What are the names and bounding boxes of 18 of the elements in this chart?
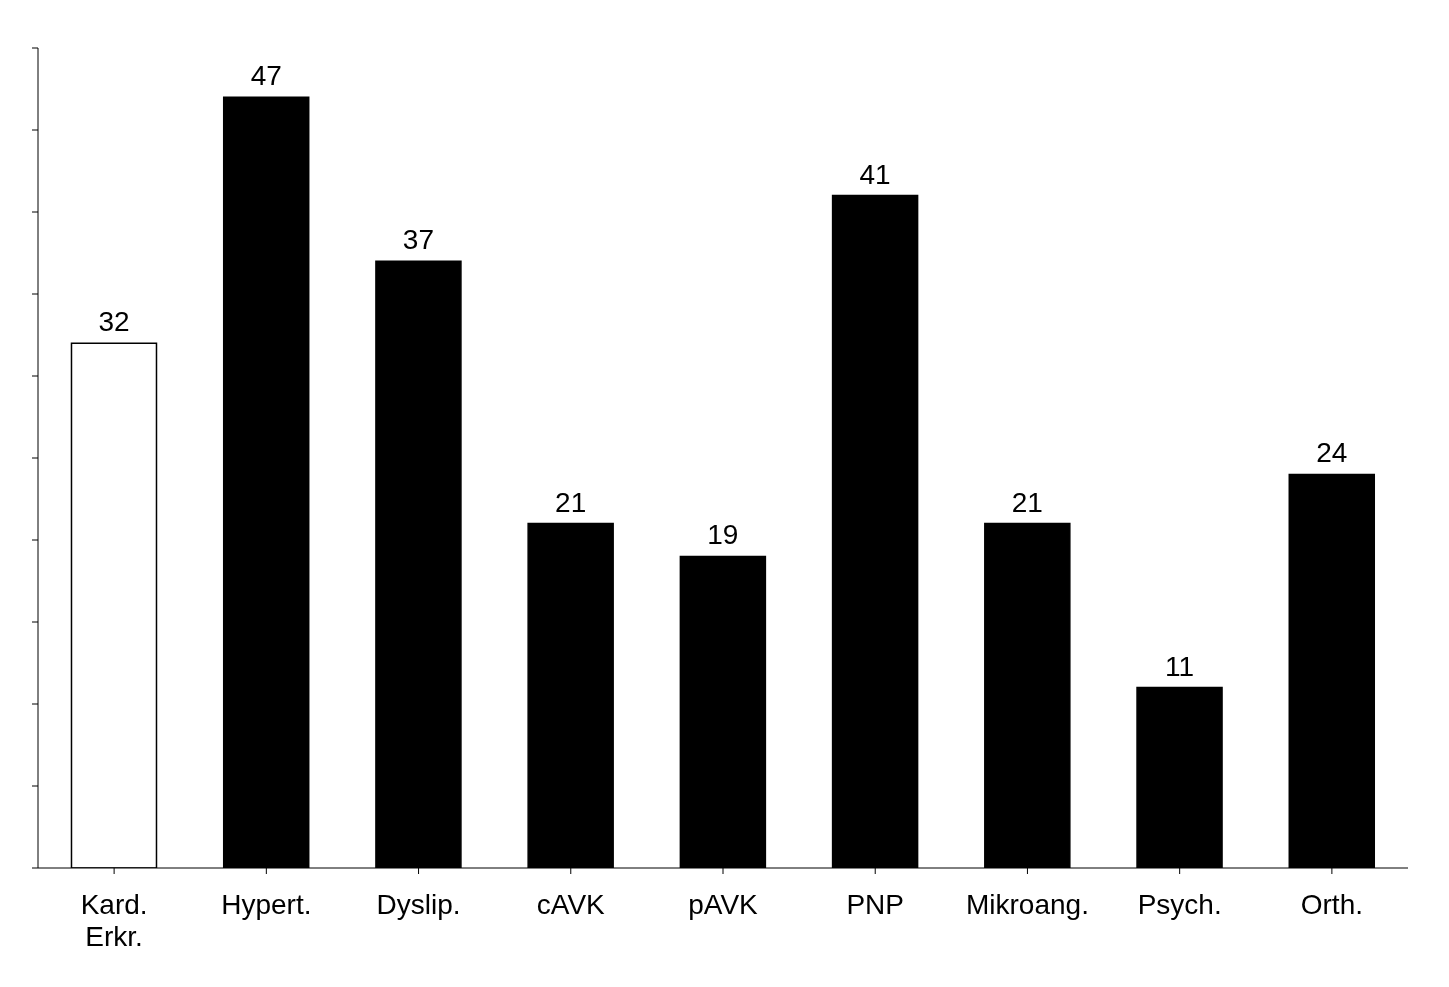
data-label: 21 — [555, 486, 587, 518]
data-label: 41 — [859, 158, 891, 190]
x-tick-label: cAVK — [536, 889, 606, 920]
data-label: 11 — [1165, 650, 1195, 682]
x-tick-label: PNP — [846, 889, 905, 920]
data-label: 37 — [402, 224, 435, 256]
x-tick-label: Orth. — [1300, 889, 1364, 920]
x-tick-label: Psych. — [1137, 889, 1222, 920]
data-label: 24 — [1316, 437, 1348, 469]
x-tick-label: Kard. Erkr. — [80, 889, 148, 953]
data-label: 21 — [1011, 486, 1043, 518]
x-tick-label: Dyslip. — [376, 889, 461, 920]
data-label: 32 — [98, 306, 130, 338]
data-label: 19 — [707, 519, 739, 551]
x-tick-label: Hypert. — [221, 889, 312, 920]
data-label: 47 — [250, 60, 282, 92]
x-tick-label: Mikroang. — [965, 889, 1089, 920]
x-tick-label: pAVK — [688, 889, 759, 920]
